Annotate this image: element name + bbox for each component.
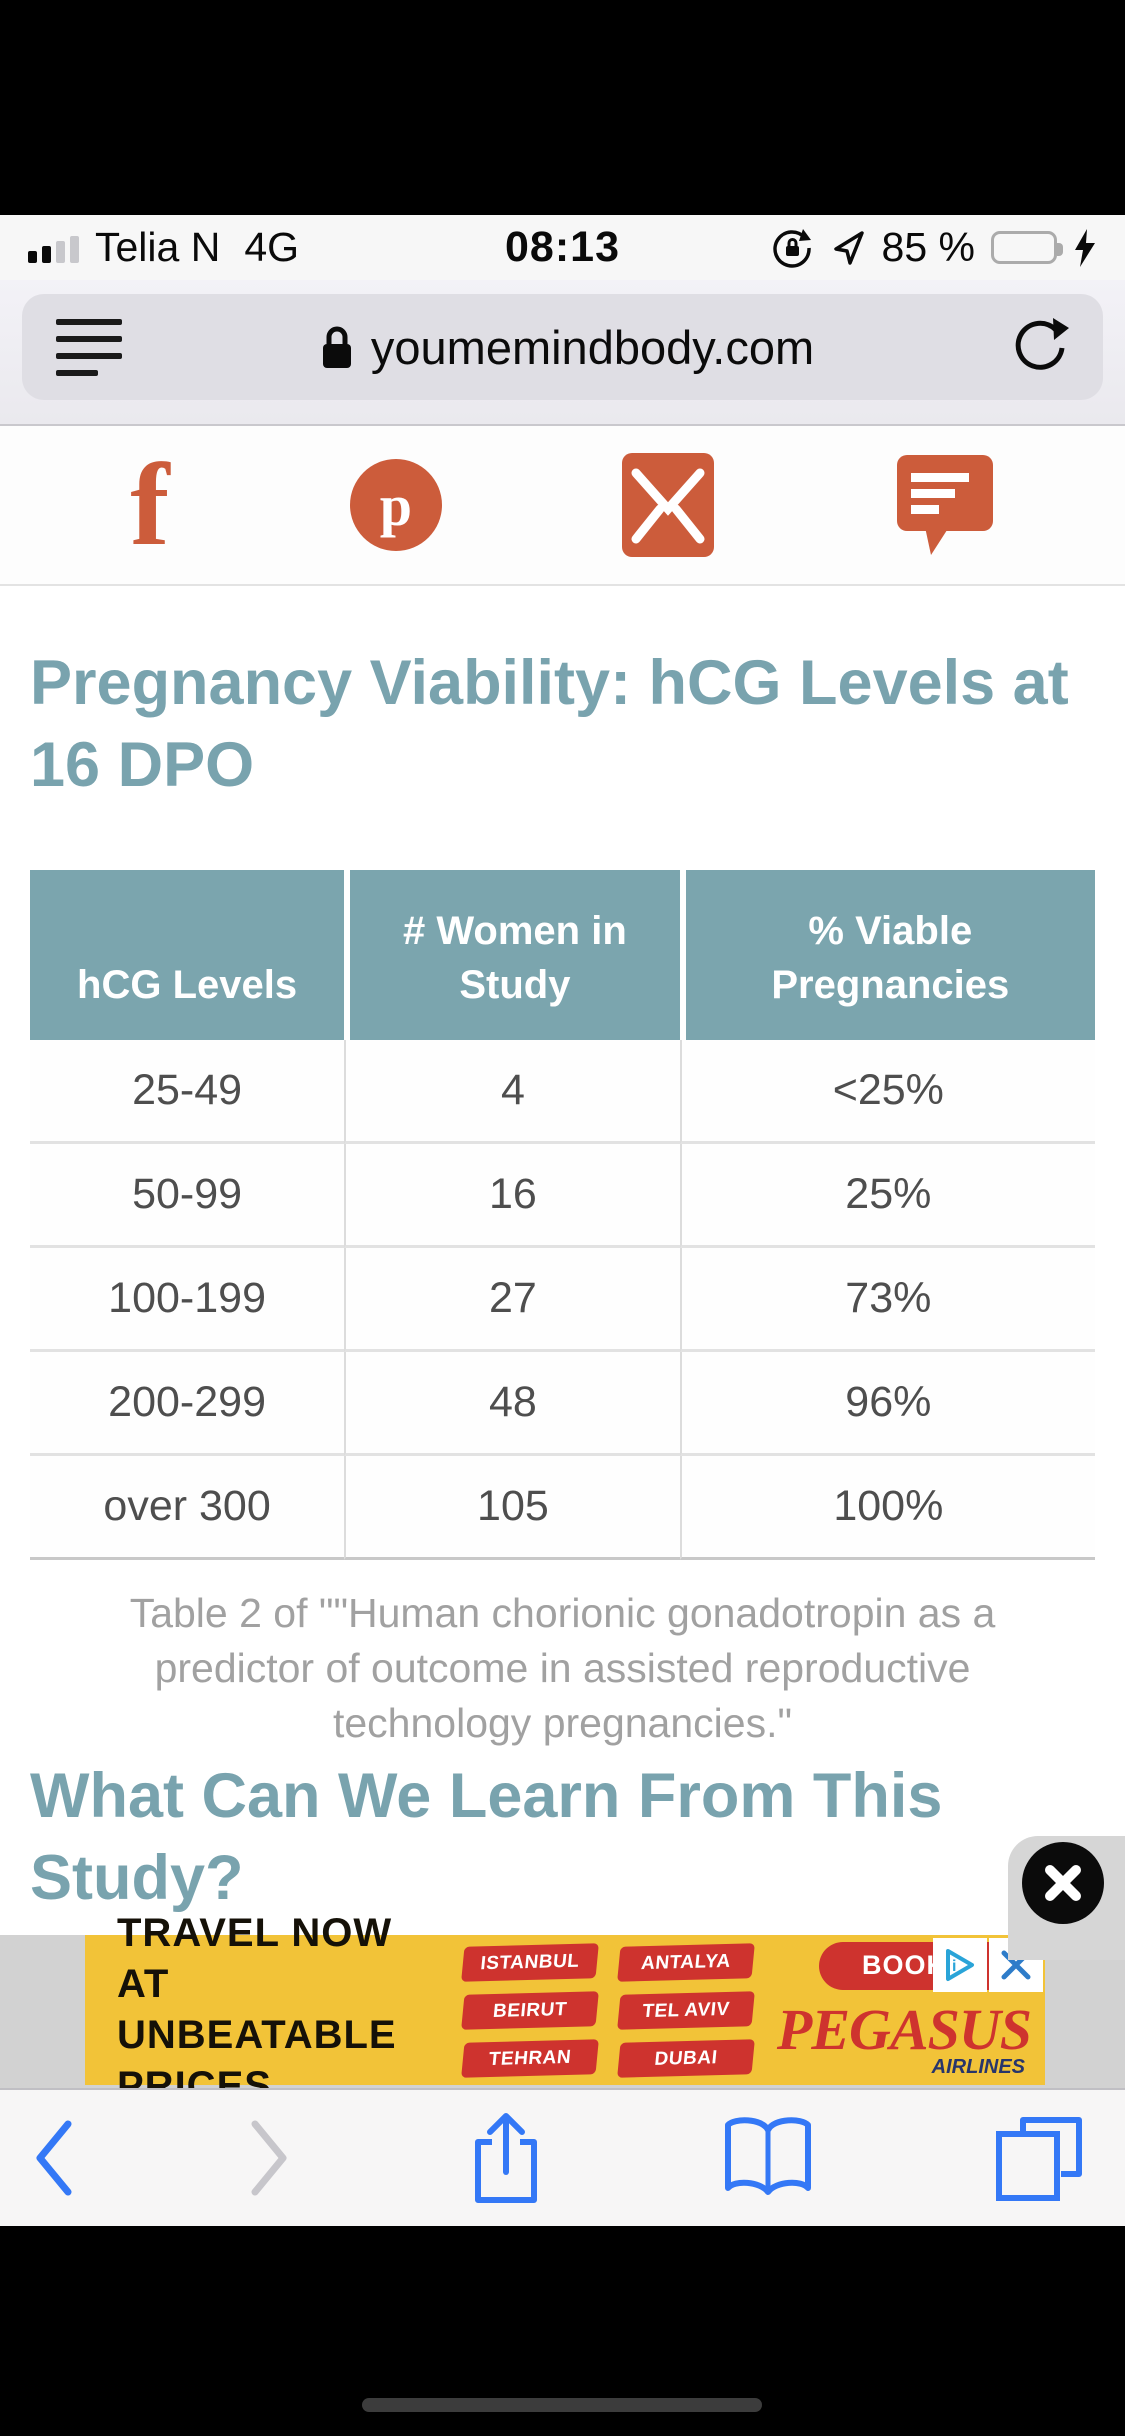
signal-strength-icon bbox=[28, 233, 79, 263]
https-lock-icon bbox=[319, 323, 355, 371]
home-indicator[interactable] bbox=[362, 2398, 762, 2412]
pegasus-airlines-label: AIRLINES bbox=[931, 2055, 1025, 2078]
hcg-levels-table: hCG Levels # Women in Study % Viable Pre… bbox=[30, 870, 1095, 1560]
notch-black-area bbox=[0, 0, 1125, 215]
battery-percent-label: 85 % bbox=[881, 224, 975, 270]
cell-hcg-range: 25-49 bbox=[30, 1040, 345, 1144]
close-icon bbox=[1045, 1865, 1081, 1901]
reload-icon[interactable] bbox=[1011, 316, 1069, 378]
cell-women-count: 105 bbox=[344, 1456, 680, 1560]
pegasus-logo: PEGASUS bbox=[776, 1996, 1032, 2062]
col-header-women-in-study: # Women in Study bbox=[344, 870, 680, 1040]
rotation-lock-icon bbox=[770, 226, 814, 270]
charging-bolt-icon bbox=[1073, 228, 1097, 268]
page-title: Pregnancy Viability: hCG Levels at 16 DP… bbox=[30, 648, 1069, 800]
cell-hcg-range: over 300 bbox=[30, 1456, 345, 1560]
comments-button[interactable] bbox=[895, 453, 995, 557]
browser-url-toolbar: youmemindbody.com bbox=[0, 280, 1125, 426]
ad-destination-buttons: ISTANBUL ANTALYA BEIRUT TEL AVIV TEHRAN … bbox=[461, 1942, 755, 2078]
forward-button[interactable] bbox=[247, 2116, 293, 2200]
table-row: over 300 105 100% bbox=[30, 1456, 1095, 1560]
ad-strip: TRAVEL NOW AT UNBEATABLE PRICES ISTANBUL… bbox=[0, 1911, 1125, 2108]
comment-bubble-icon bbox=[895, 453, 995, 557]
destination-button[interactable]: TEL AVIV bbox=[617, 1990, 755, 2030]
location-services-icon bbox=[830, 229, 866, 267]
ad-close-patch bbox=[1008, 1836, 1125, 1960]
tabs-button[interactable] bbox=[989, 2112, 1089, 2204]
cell-viable-percent: 100% bbox=[679, 1456, 1095, 1560]
clock-label: 08:13 bbox=[505, 223, 620, 271]
reader-mode-icon[interactable] bbox=[56, 318, 122, 376]
ad-dismiss-button[interactable] bbox=[1022, 1842, 1104, 1924]
destination-button[interactable]: BEIRUT bbox=[461, 1990, 599, 2030]
network-type-label: 4G bbox=[244, 224, 300, 270]
cell-viable-percent: 25% bbox=[679, 1144, 1095, 1248]
ad-headline: TRAVEL NOW AT UNBEATABLE PRICES bbox=[117, 1911, 397, 2108]
section-heading: What Can We Learn From This Study? bbox=[30, 1761, 943, 1913]
facebook-share-button[interactable]: f bbox=[130, 446, 169, 564]
cell-viable-percent: 73% bbox=[679, 1248, 1095, 1352]
cell-viable-percent: <25% bbox=[679, 1040, 1095, 1144]
bottom-black-area bbox=[0, 2226, 1125, 2436]
cell-viable-percent: 96% bbox=[679, 1352, 1095, 1456]
cell-women-count: 48 bbox=[344, 1352, 680, 1456]
table-header-row: hCG Levels # Women in Study % Viable Pre… bbox=[30, 870, 1095, 1040]
cell-women-count: 4 bbox=[344, 1040, 680, 1144]
back-button[interactable] bbox=[30, 2116, 76, 2200]
table-caption: Table 2 of ""Human chorionic gonadotropi… bbox=[129, 1590, 996, 1746]
pegasus-ad-banner[interactable]: TRAVEL NOW AT UNBEATABLE PRICES ISTANBUL… bbox=[85, 1911, 1045, 2108]
social-share-bar: f p bbox=[0, 426, 1125, 586]
cell-women-count: 16 bbox=[344, 1144, 680, 1248]
battery-icon bbox=[991, 231, 1063, 264]
svg-text:i: i bbox=[952, 1958, 956, 1975]
destination-button[interactable]: DUBAI bbox=[617, 2038, 755, 2078]
email-envelope-icon bbox=[622, 453, 715, 557]
table-row: 25-49 4 <25% bbox=[30, 1040, 1095, 1144]
table-row: 100-199 27 73% bbox=[30, 1248, 1095, 1352]
article-content: Pregnancy Viability: hCG Levels at 16 DP… bbox=[0, 642, 1125, 1919]
status-bar: Telia N 4G 08:13 85 % bbox=[0, 215, 1125, 280]
url-domain-label: youmemindbody.com bbox=[370, 320, 815, 374]
adchoices-icon[interactable]: i bbox=[933, 1938, 987, 1992]
facebook-icon: f bbox=[130, 439, 170, 570]
col-header-hcg-levels: hCG Levels bbox=[30, 870, 345, 1040]
cell-hcg-range: 50-99 bbox=[30, 1144, 345, 1248]
destination-button[interactable]: ISTANBUL bbox=[461, 1942, 599, 1982]
address-bar[interactable]: youmemindbody.com bbox=[22, 294, 1103, 400]
destination-button[interactable]: ANTALYA bbox=[617, 1942, 755, 1982]
browser-bottom-toolbar bbox=[0, 2088, 1125, 2226]
pinterest-icon: p bbox=[349, 459, 442, 551]
cell-hcg-range: 200-299 bbox=[30, 1352, 345, 1456]
carrier-label: Telia N bbox=[95, 224, 221, 270]
destination-button[interactable]: TEHRAN bbox=[461, 2038, 599, 2078]
cell-hcg-range: 100-199 bbox=[30, 1248, 345, 1352]
pinterest-share-button[interactable]: p bbox=[349, 459, 442, 551]
table-row: 50-99 16 25% bbox=[30, 1144, 1095, 1248]
table-row: 200-299 48 96% bbox=[30, 1352, 1095, 1456]
col-header-viable-pregnancies: % Viable Pregnancies bbox=[679, 870, 1095, 1040]
cell-women-count: 27 bbox=[344, 1248, 680, 1352]
bookmarks-button[interactable] bbox=[718, 2114, 818, 2202]
email-share-button[interactable] bbox=[622, 453, 715, 557]
share-button[interactable] bbox=[464, 2110, 548, 2206]
